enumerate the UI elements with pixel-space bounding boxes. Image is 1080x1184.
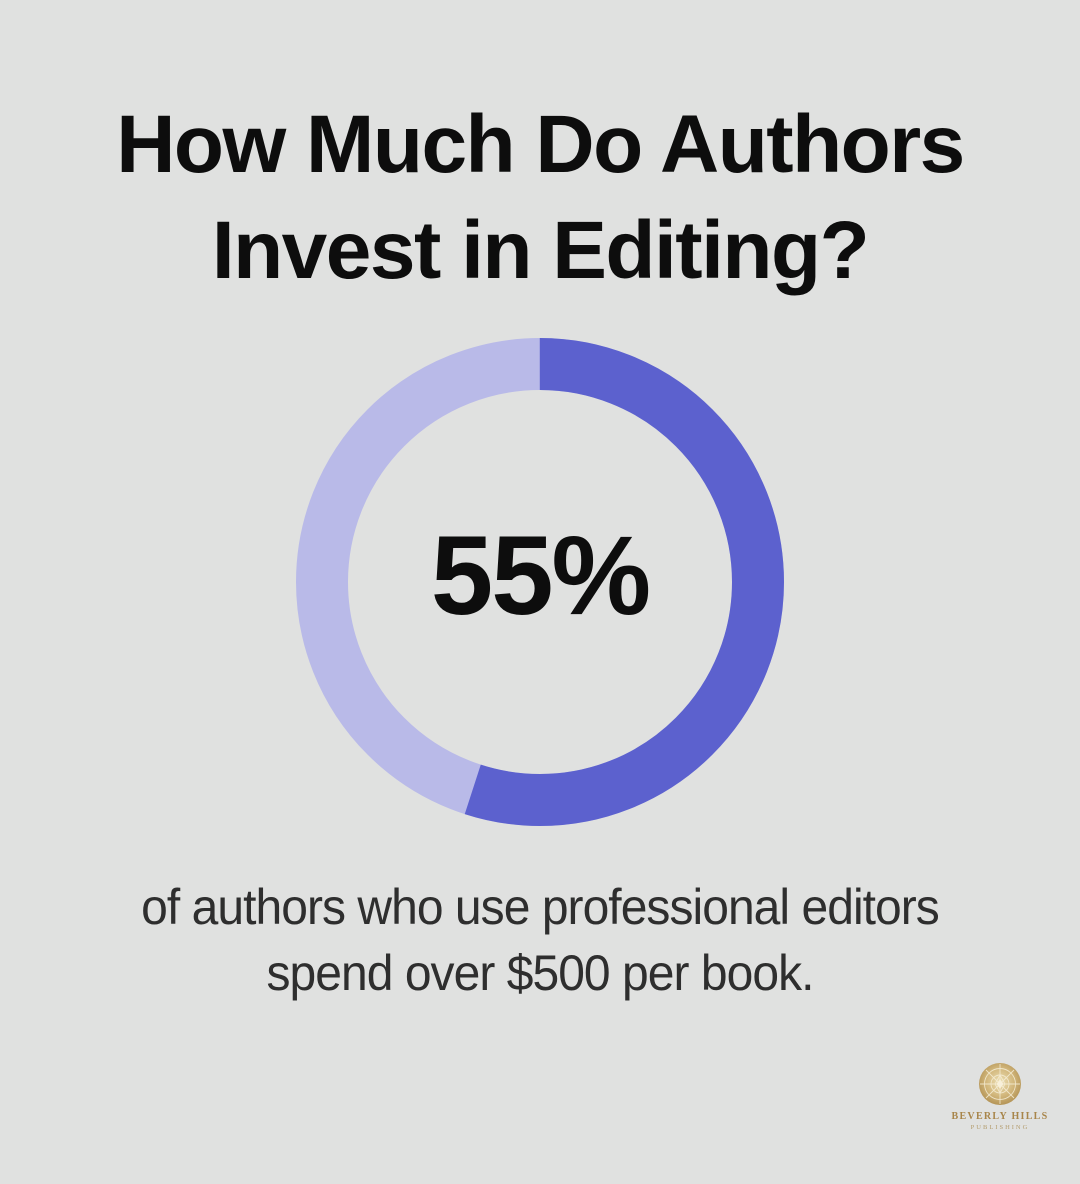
page-title: How Much Do Authors Invest in Editing? [0,92,1080,304]
caption-line-2: spend over $500 per book. [266,945,814,1001]
donut-segment-highlight [296,338,784,826]
title-line-1: How Much Do Authors [116,99,965,190]
title-line-2: Invest in Editing? [211,205,870,296]
donut-chart: 55% [296,338,784,826]
brand-name: BEVERLY HILLS [951,1111,1049,1122]
caption-line-1: of authors who use professional editors [141,879,940,935]
caption: of authors who use professional editors … [22,874,1059,1006]
brand-subtitle: PUBLISHING [970,1124,1030,1131]
donut-chart-svg [296,338,784,826]
brand-logo: BEVERLY HILLS PUBLISHING [930,1062,1070,1131]
beverly-hills-medallion-icon [979,1063,1021,1105]
